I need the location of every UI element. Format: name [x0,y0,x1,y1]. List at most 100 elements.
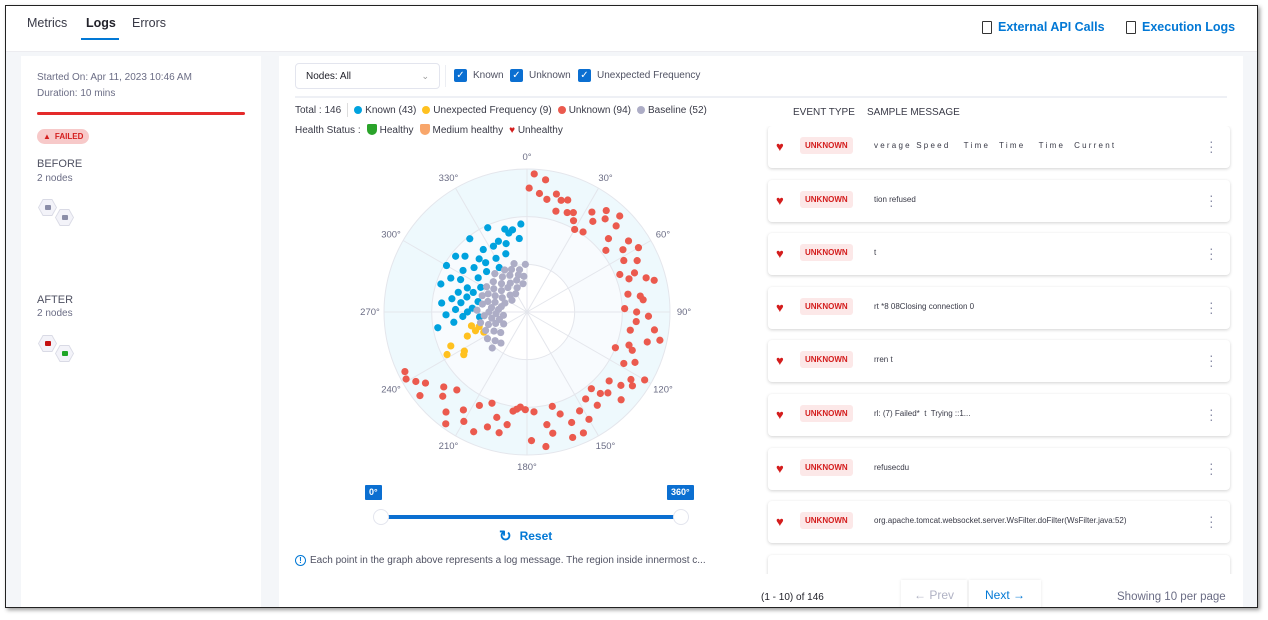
data-point-known[interactable] [479,245,487,254]
data-point-unknown[interactable] [543,195,551,203]
data-point-unknown[interactable] [401,367,409,376]
data-point-unknown[interactable] [569,433,577,442]
data-point-unexpected-frequency[interactable] [443,350,451,359]
data-point-unexpected-frequency[interactable] [467,322,476,330]
log-row[interactable]: ♥ UNKNOWN refusecdu · · · [768,447,1230,490]
data-point-known[interactable] [466,235,474,243]
data-point-baseline[interactable] [490,327,498,335]
data-point-unknown[interactable] [633,308,641,316]
data-point-known[interactable] [447,274,455,282]
data-point-baseline[interactable] [519,280,527,288]
data-point-unknown[interactable] [552,190,561,198]
data-point-unknown[interactable] [440,383,448,391]
log-row[interactable]: ♥ UNKNOWN rren t · · · [768,340,1230,383]
data-point-known[interactable] [482,259,490,267]
data-point-unknown[interactable] [495,429,503,437]
data-point-baseline[interactable] [498,294,506,302]
tab-errors[interactable]: Errors [132,16,167,30]
data-point-unexpected-frequency[interactable] [447,342,455,350]
data-point-baseline[interactable] [490,285,498,293]
data-point-known[interactable] [463,284,471,292]
data-point-unknown[interactable] [620,359,628,368]
data-point-baseline[interactable] [497,339,505,347]
data-point-baseline[interactable] [497,286,506,295]
data-point-unknown[interactable] [564,196,572,204]
log-row[interactable]: ♥ UNKNOWN rt *8 08Closing connection 0 ·… [768,286,1230,329]
data-point-unknown[interactable] [617,381,625,389]
data-point-unexpected-frequency[interactable] [463,332,471,340]
unknown-checkbox[interactable]: ✓ Unknown [510,69,571,82]
data-point-baseline[interactable] [520,272,528,280]
data-point-baseline[interactable] [484,297,492,306]
data-point-unknown[interactable] [601,215,609,223]
data-point-unexpected-frequency[interactable] [460,347,468,355]
data-point-baseline[interactable] [478,292,486,300]
data-point-unknown[interactable] [625,275,633,283]
data-point-baseline[interactable] [491,292,499,300]
data-point-baseline[interactable] [480,312,488,320]
more-options-icon[interactable]: · · · [1209,347,1214,374]
data-point-unknown[interactable] [556,410,564,418]
log-row[interactable]: ♥ UNKNOWN tion refused · · · [768,179,1230,222]
more-options-icon[interactable]: · · · [1209,454,1214,481]
known-checkbox[interactable]: ✓ Known [454,69,504,82]
more-options-icon[interactable]: · · · [1209,401,1214,427]
data-point-known[interactable] [501,225,509,233]
data-point-unknown[interactable] [650,326,659,334]
data-point-baseline[interactable] [507,265,516,274]
data-point-unknown[interactable] [624,237,633,245]
data-point-unknown[interactable] [602,246,610,254]
data-point-unknown[interactable] [530,408,538,416]
data-point-unknown[interactable] [625,341,633,349]
data-point-unknown[interactable] [509,407,517,415]
data-point-baseline[interactable] [504,283,512,292]
data-point-known[interactable] [450,318,458,326]
data-point-unknown[interactable] [656,336,664,344]
data-point-unknown[interactable] [596,389,604,398]
data-point-unknown[interactable] [604,235,613,243]
range-max-handle[interactable] [673,509,689,525]
data-point-unknown[interactable] [530,170,538,178]
data-point-unknown[interactable] [460,417,468,425]
data-point-unknown[interactable] [453,386,461,394]
data-point-known[interactable] [474,274,482,282]
data-point-known[interactable] [463,308,472,316]
data-point-unknown[interactable] [642,274,650,282]
next-page-button[interactable]: Next → [969,580,1041,607]
reset-button[interactable]: ↻ Reset [499,527,552,545]
data-point-known[interactable] [459,312,467,321]
data-point-unknown[interactable] [633,257,641,265]
data-point-unknown[interactable] [585,415,593,423]
nodes-select[interactable]: Nodes: All ⌄ [295,63,440,89]
tab-logs[interactable]: Logs [86,16,116,30]
tab-metrics[interactable]: Metrics [27,16,68,30]
data-point-known[interactable] [456,276,465,284]
data-point-unknown[interactable] [527,437,536,445]
data-point-known[interactable] [438,299,446,307]
data-point-unknown[interactable] [604,389,612,397]
data-point-unknown[interactable] [641,376,649,384]
data-point-baseline[interactable] [483,335,492,343]
data-point-unknown[interactable] [612,222,620,230]
data-point-baseline[interactable] [492,319,500,328]
data-point-baseline[interactable] [491,270,499,278]
data-point-unknown[interactable] [412,377,420,386]
data-point-unknown[interactable] [627,375,635,384]
data-point-known[interactable] [515,234,523,243]
data-point-baseline[interactable] [482,283,491,291]
data-point-known[interactable] [495,263,503,272]
external-api-calls-link[interactable]: External API Calls [982,20,1105,34]
data-point-baseline[interactable] [501,266,509,274]
data-point-unknown[interactable] [621,304,629,313]
data-point-unknown[interactable] [611,344,619,352]
data-point-unknown[interactable] [439,392,447,400]
data-point-unknown[interactable] [631,358,639,366]
data-point-unknown[interactable] [632,317,640,326]
data-point-unknown[interactable] [639,296,647,304]
data-point-unknown[interactable] [493,413,501,421]
data-point-known[interactable] [452,252,460,260]
range-min-handle[interactable] [373,509,389,525]
data-point-known[interactable] [484,224,492,232]
data-point-baseline[interactable] [489,278,497,286]
data-point-baseline[interactable] [498,273,506,281]
